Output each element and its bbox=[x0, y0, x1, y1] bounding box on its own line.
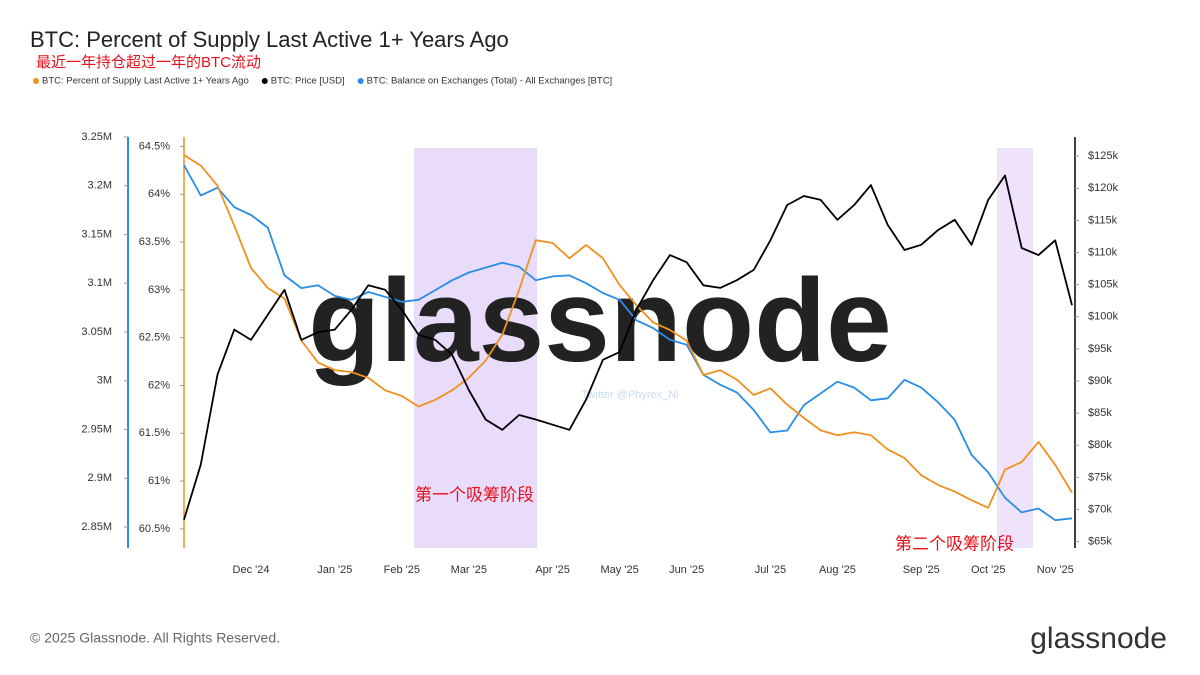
chart-title: BTC: Percent of Supply Last Active 1+ Ye… bbox=[30, 27, 509, 52]
x-tick-label: Feb '25 bbox=[384, 564, 420, 576]
highlight-band bbox=[997, 148, 1033, 548]
x-tick-label: May '25 bbox=[601, 564, 639, 576]
chart-subtitle: 最近一年持仓超过一年的BTC流动 bbox=[36, 54, 261, 71]
tick-label: $85k bbox=[1088, 407, 1112, 419]
x-tick-label: Nov '25 bbox=[1037, 564, 1074, 576]
legend-label: BTC: Balance on Exchanges (Total) - All … bbox=[367, 76, 613, 87]
tick-label: $70k bbox=[1088, 503, 1112, 515]
tick-label: 2.9M bbox=[88, 472, 112, 484]
tick-label: 3.15M bbox=[81, 228, 112, 240]
tick-label: 60.5% bbox=[139, 523, 170, 535]
tick-label: 63% bbox=[148, 284, 170, 296]
tick-label: 64.5% bbox=[139, 140, 170, 152]
x-tick-label: Dec '24 bbox=[233, 564, 270, 576]
legend-label: BTC: Percent of Supply Last Active 1+ Ye… bbox=[42, 76, 249, 87]
tick-label: 61% bbox=[148, 475, 170, 487]
series-line bbox=[183, 164, 1073, 522]
tick-label: $95k bbox=[1088, 343, 1112, 355]
tick-label: 62.5% bbox=[139, 332, 170, 344]
tick-label: 64% bbox=[148, 188, 170, 200]
x-tick-label: Jul '25 bbox=[755, 564, 786, 576]
tick-label: 2.85M bbox=[81, 521, 112, 533]
tick-label: $105k bbox=[1088, 279, 1118, 291]
credit: Twitter @Phyrex_Ni bbox=[581, 389, 678, 401]
annotation: 第二个吸筹阶段 bbox=[895, 534, 1014, 553]
x-tick-label: Mar '25 bbox=[451, 564, 487, 576]
tick-label: $125k bbox=[1088, 150, 1118, 162]
logo: glassnode bbox=[1030, 622, 1167, 655]
tick-label: 3M bbox=[97, 375, 112, 387]
tick-label: 3.05M bbox=[81, 326, 112, 338]
tick-label: $110k bbox=[1088, 246, 1118, 258]
tick-label: 61.5% bbox=[139, 427, 170, 439]
series-line bbox=[183, 154, 1073, 509]
tick-label: 62% bbox=[148, 379, 170, 391]
copyright: © 2025 Glassnode. All Rights Reserved. bbox=[30, 630, 280, 646]
x-tick-label: Oct '25 bbox=[971, 564, 1006, 576]
legend-label: BTC: Price [USD] bbox=[271, 76, 345, 87]
legend-marker bbox=[33, 78, 39, 84]
tick-label: $100k bbox=[1088, 311, 1118, 323]
series-line bbox=[183, 174, 1073, 520]
tick-label: 3.2M bbox=[88, 180, 112, 192]
legend-marker bbox=[261, 78, 268, 84]
annotation: 第一个吸筹阶段 bbox=[415, 485, 534, 504]
tick-label: 2.95M bbox=[81, 423, 112, 435]
tick-label: $65k bbox=[1088, 535, 1112, 547]
x-tick-label: Apr '25 bbox=[535, 564, 570, 576]
tick-label: 63.5% bbox=[139, 236, 170, 248]
tick-label: $75k bbox=[1088, 471, 1112, 483]
tick-label: $90k bbox=[1088, 375, 1112, 387]
tick-label: 3.25M bbox=[81, 131, 112, 143]
x-tick-label: Jun '25 bbox=[669, 564, 704, 576]
tick-label: $115k bbox=[1088, 214, 1118, 226]
x-tick-label: Aug '25 bbox=[819, 564, 856, 576]
x-tick-label: Sep '25 bbox=[903, 564, 940, 576]
tick-label: $120k bbox=[1088, 182, 1118, 194]
highlight-band bbox=[414, 148, 537, 548]
tick-label: $80k bbox=[1088, 439, 1112, 451]
legend-marker bbox=[357, 78, 364, 84]
tick-label: 3.1M bbox=[88, 277, 112, 289]
x-tick-label: Jan '25 bbox=[317, 564, 352, 576]
